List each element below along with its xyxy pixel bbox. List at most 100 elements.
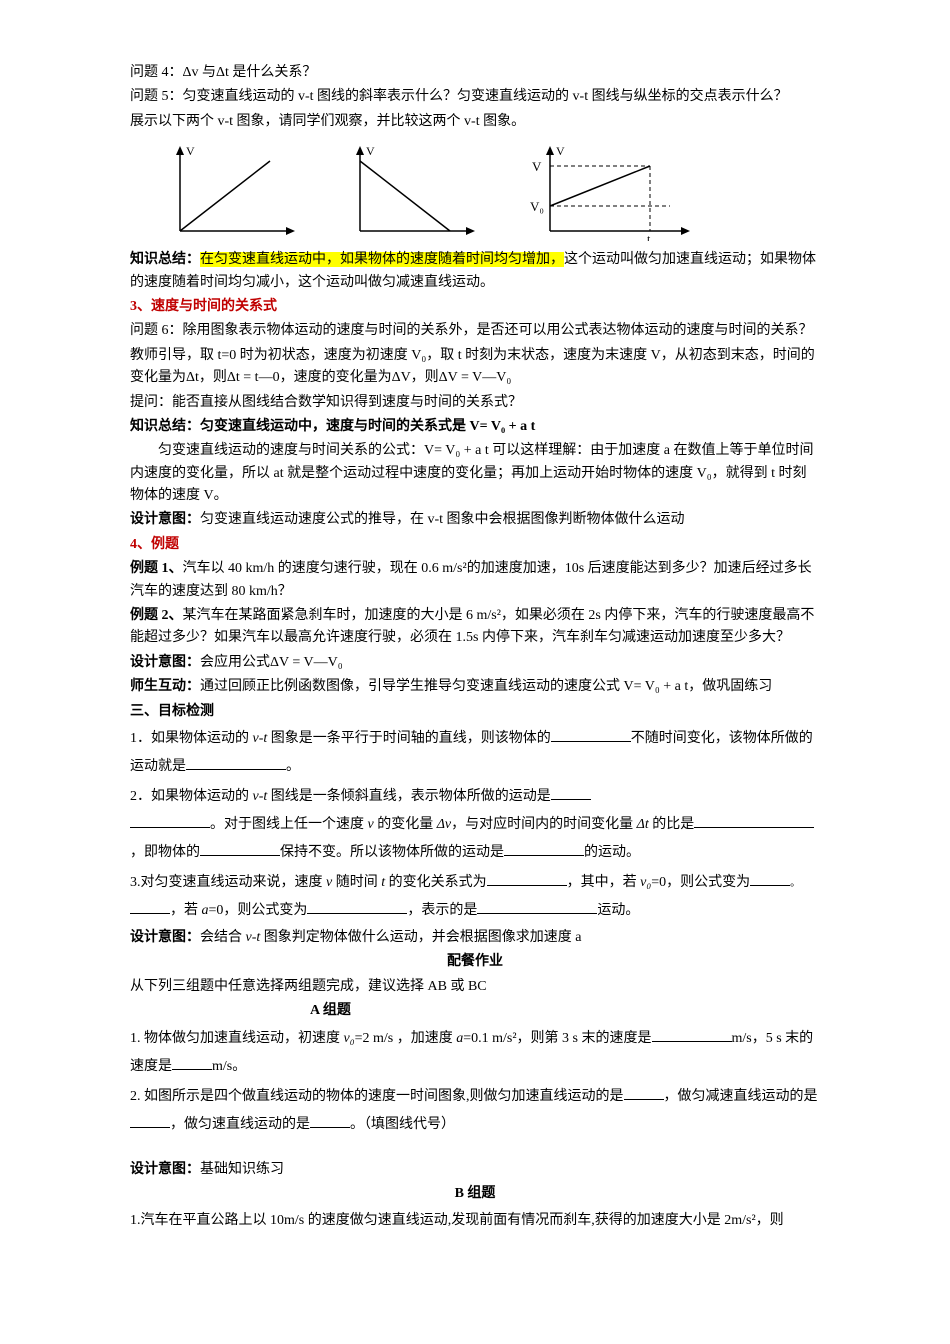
- dt-italic: Δt: [637, 817, 649, 832]
- graph-question: 提问：能否直接从图线结合数学知识得到速度与时间的关系式？: [130, 392, 820, 414]
- blank: [130, 900, 170, 914]
- svg-text:t: t: [647, 232, 651, 241]
- example-1: 例题 1、汽车以 40 km/h 的速度匀速行驶，现在 0.6 m/s²的加速度…: [130, 558, 820, 603]
- t-q3-b: 随时间: [332, 875, 381, 890]
- t-q3-g: =0，则公式变为: [209, 903, 308, 918]
- t-q2-b: 图线是一条倾斜直线，表示物体所做的运动是: [267, 789, 551, 804]
- ga-q2-d: 。（填图线代号）: [350, 1117, 455, 1132]
- t-q2-i: 的运动。: [584, 845, 640, 860]
- t-q1-b: 图象是一条平行于时间轴的直线，则该物体的: [267, 731, 551, 746]
- example-2-label: 例题 2、: [130, 608, 183, 623]
- svg-text:V₀: V₀: [530, 199, 544, 214]
- blank: [551, 786, 591, 800]
- t-q2-f: 的比是: [649, 817, 695, 832]
- t-q2-a: 2．如果物体运动的: [130, 789, 253, 804]
- blank: [694, 814, 814, 828]
- ga-q2-a: 2. 如图所示是四个做直线运动的物体的速度一时间图象,则做匀加速直线运动的是: [130, 1089, 624, 1104]
- design-intent-label-4: 设计意图：: [130, 1162, 200, 1177]
- design-intent-label-2: 设计意图：: [130, 655, 200, 670]
- t-q3-h: ，表示的是: [407, 903, 477, 918]
- t-q1-d: 。: [286, 759, 300, 774]
- knowledge-summary-label: 知识总结：: [130, 252, 200, 267]
- knowledge-summary-2: 知识总结：匀变速直线运动中，速度与时间的关系式是 V= V₀ + a t: [130, 416, 820, 438]
- target-q1: 1．如果物体运动的 v-t 图象是一条平行于时间轴的直线，则该物体的不随时间变化…: [130, 725, 820, 781]
- di4-text: 基础知识练习: [200, 1162, 284, 1177]
- design-intent-1: 设计意图：匀变速直线运动速度公式的推导，在 v-t 图象中会根据图像判断物体做什…: [130, 509, 820, 531]
- vt-italic: v-t: [253, 731, 268, 746]
- question-6: 问题 6：除用图象表示物体运动的速度与时间的关系外，是否还可以用公式表达物体运动…: [130, 320, 820, 342]
- example-1-text: 汽车以 40 km/h 的速度匀速行驶，现在 0.6 m/s²的加速度加速，10…: [130, 561, 812, 598]
- blank: [487, 872, 567, 886]
- t-q3-f: ，若: [170, 903, 202, 918]
- v0-italic: v₀: [640, 875, 651, 890]
- vt-italic-3: v-t: [246, 930, 261, 945]
- group-a-q1: 1. 物体做匀加速直线运动，初速度 v₀=2 m/s ，加速度 a=0.1 m/…: [130, 1025, 820, 1081]
- ga-q1-b: =2 m/s ，加速度: [355, 1031, 457, 1046]
- teacher-guide: 教师引导，取 t=0 时为初状态，速度为初速度 V₀，取 t 时刻为末状态，速度…: [130, 345, 820, 390]
- homework-instruction: 从下列三组题中任意选择两组题完成，建议选择 AB 或 BC: [130, 976, 820, 998]
- example-1-label: 例题 1、: [130, 561, 183, 576]
- dv-italic: Δv: [437, 817, 451, 832]
- t-q3-e: =0，则公式变为: [651, 875, 750, 890]
- question-5: 问题 5：匀变速直线运动的 v-t 图线的斜率表示什么？匀变速直线运动的 v-t…: [130, 86, 820, 108]
- vt-italic-2: v-t: [253, 789, 268, 804]
- formula-explanation: 匀变速直线运动的速度与时间关系的公式：V= V₀ + a t 可以这样理解：由于…: [130, 440, 820, 507]
- highlighted-text: 在匀变速直线运动中，如果物体的速度随着时间均匀增加，: [200, 252, 564, 267]
- blank: [504, 842, 584, 856]
- blank: [477, 900, 597, 914]
- section-3-title: 3、速度与时间的关系式: [130, 296, 820, 318]
- ga-q2-b: ，做匀减速直线运动的是: [664, 1089, 818, 1104]
- t-q2-d: 的变化量: [374, 817, 437, 832]
- group-a-title: A 组题: [310, 1000, 820, 1022]
- group-b-q1: 1.汽车在平直公路上以 10m/s 的速度做匀速直线运动,发现前面有情况而刹车,…: [130, 1207, 820, 1235]
- blank: [307, 900, 407, 914]
- blank: [310, 1114, 350, 1128]
- blank: [750, 872, 790, 886]
- graph-2: V: [340, 141, 480, 241]
- graph-1: V: [160, 141, 300, 241]
- knowledge-summary-1: 知识总结：在匀变速直线运动中，如果物体的速度随着时间均匀增加，这个运动叫做匀加速…: [130, 249, 820, 294]
- interaction-label: 师生互动：: [130, 679, 200, 694]
- example-2-text: 某汽车在某路面紧急刹车时，加速度的大小是 6 m/s²，如果必须在 2s 内停下…: [130, 608, 814, 645]
- svg-text:V: V: [556, 144, 565, 158]
- t-q2-c: 。对于图线上任一个速度: [210, 817, 368, 832]
- ga-q1-c: =0.1 m/s²，则第 3 s 末的速度是: [463, 1031, 651, 1046]
- target-q2: 2．如果物体运动的 v-t 图线是一条倾斜直线，表示物体所做的运动是 。对于图线…: [130, 783, 820, 867]
- t-q3-i: 运动。: [597, 903, 639, 918]
- design-intent-3: 设计意图：会结合 v-t 图象判定物体做什么运动，并会根据图像求加速度 a: [130, 927, 820, 949]
- section-4-title: 4、例题: [130, 534, 820, 556]
- blank: [652, 1028, 732, 1042]
- target-section-title: 三、目标检测: [130, 701, 820, 723]
- a-italic: a: [202, 903, 209, 918]
- svg-text:V: V: [186, 144, 195, 158]
- blank: [172, 1056, 212, 1070]
- design-intent-4: 设计意图：基础知识练习: [130, 1159, 820, 1181]
- blank: [624, 1086, 664, 1100]
- design-intent-2: 设计意图：会应用公式ΔV = V—V₀: [130, 652, 820, 674]
- blank: [551, 728, 631, 742]
- design-intent-2-text: 会应用公式ΔV = V—V₀: [200, 655, 343, 670]
- ga-q1-e: m/s。: [212, 1059, 246, 1074]
- graph-3: V V V₀ t: [520, 141, 700, 241]
- di3-b: 图象判定物体做什么运动，并会根据图像求加速度 a: [260, 930, 581, 945]
- t-q2-h: 保持不变。所以该物体所做的运动是: [280, 845, 504, 860]
- interaction-text: 通过回顾正比例函数图像，引导学生推导匀变速直线运动的速度公式 V= V₀ + a…: [200, 679, 772, 694]
- blank: [130, 814, 210, 828]
- t-q2-g: ，即物体的: [130, 845, 200, 860]
- interaction: 师生互动：通过回顾正比例函数图像，引导学生推导匀变速直线运动的速度公式 V= V…: [130, 676, 820, 698]
- homework-title: 配餐作业: [130, 951, 820, 973]
- t-q3-c: 的变化关系式为: [385, 875, 487, 890]
- target-q3: 3.对匀变速直线运动来说，速度 v 随时间 t 的变化关系式为，其中，若 v₀=…: [130, 869, 820, 925]
- svg-text:V: V: [532, 159, 542, 174]
- blank: [200, 842, 280, 856]
- example-2: 例题 2、某汽车在某路面紧急刹车时，加速度的大小是 6 m/s²，如果必须在 2…: [130, 605, 820, 650]
- question-4: 问题 4：Δv 与Δt 是什么关系？: [130, 62, 820, 84]
- v0-italic-2: v₀: [344, 1031, 355, 1046]
- vt-graphs: V V V V V₀ t: [160, 141, 820, 241]
- di3-a: 会结合: [200, 930, 246, 945]
- t-q2-e: ，与对应时间内的时间变化量: [451, 817, 637, 832]
- blank: [130, 1114, 170, 1128]
- group-b-title: B 组题: [130, 1183, 820, 1205]
- ga-q2-c: ，做匀速直线运动的是: [170, 1117, 310, 1132]
- t-q3-a: 3.对匀变速直线运动来说，速度: [130, 875, 326, 890]
